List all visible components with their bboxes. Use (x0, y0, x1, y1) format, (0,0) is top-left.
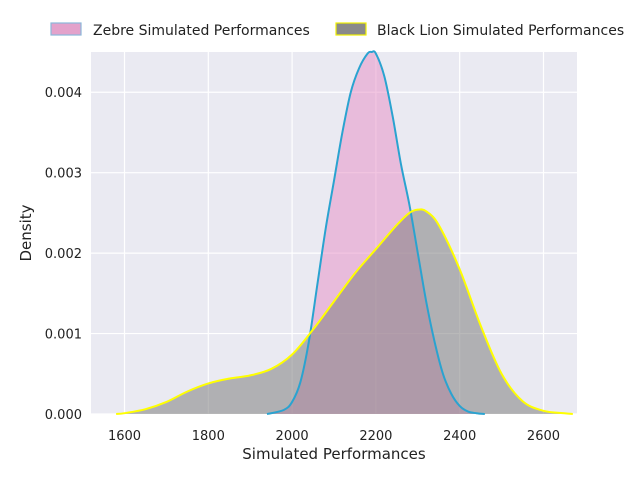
x-tick-label: 2400 (443, 429, 476, 444)
x-tick-label: 1800 (192, 429, 225, 444)
density-line-black-lion (116, 208, 573, 415)
y-tick-label: 0.003 (45, 167, 82, 182)
legend-swatch-zebre (50, 22, 82, 36)
x-tick-label: 1600 (108, 429, 141, 444)
x-axis-ticks: 1600 1800 2000 2200 2400 2600 (108, 429, 560, 444)
density-line-zebre (266, 50, 485, 415)
y-tick-label: 0.002 (45, 247, 82, 262)
y-tick-label: 0.001 (45, 328, 82, 343)
series-layer (116, 50, 573, 415)
y-axis-ticks: 0.000 0.001 0.002 0.003 0.004 (45, 86, 82, 423)
legend-label-black-lion: Black Lion Simulated Performances (377, 23, 624, 39)
legend: Zebre Simulated Performances Black Lion … (50, 22, 624, 39)
y-tick-label: 0.000 (45, 408, 82, 423)
legend-swatch-black-lion (335, 22, 367, 36)
legend-label-zebre: Zebre Simulated Performances (93, 23, 310, 39)
y-axis-label: Density (17, 204, 35, 261)
x-axis-label: Simulated Performances (242, 445, 426, 463)
y-tick-label: 0.004 (45, 86, 82, 101)
x-tick-label: 2600 (527, 429, 560, 444)
grid-lines (91, 52, 577, 415)
x-tick-label: 2200 (359, 429, 392, 444)
x-tick-label: 2000 (276, 429, 309, 444)
density-area-black-lion (116, 209, 573, 414)
